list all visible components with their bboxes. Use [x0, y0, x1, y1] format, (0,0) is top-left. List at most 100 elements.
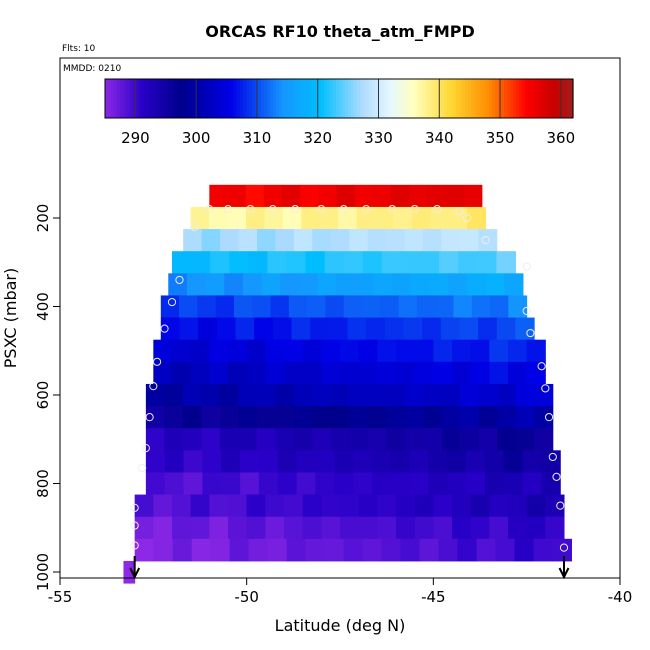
heatmap-cell: [429, 273, 449, 296]
heatmap-cell: [190, 339, 210, 363]
heatmap-cell: [349, 428, 369, 451]
heatmap-cell: [264, 206, 284, 230]
colorbar-segment: [249, 79, 253, 118]
colorbar-segment: [186, 79, 190, 118]
heatmap-cell: [386, 383, 406, 407]
colorbar-segment: [177, 79, 181, 118]
chart-title: ORCAS RF10 theta_atm_FMPD: [205, 22, 475, 41]
heatmap-cell: [302, 361, 322, 385]
heatmap-cell: [248, 538, 269, 562]
heatmap-cell: [134, 516, 154, 540]
colorbar-segment: [510, 79, 514, 118]
heatmap-cell: [201, 406, 221, 429]
heatmap-cell: [190, 516, 210, 540]
colorbar-segment: [246, 79, 250, 118]
flight-track-point: [130, 503, 139, 512]
heatmap-cell: [172, 538, 193, 562]
heatmap-cell: [153, 339, 173, 363]
colorbar-tick-label: 310: [243, 129, 272, 147]
heatmap-cell: [245, 184, 265, 208]
colorbar-segment: [285, 79, 289, 118]
heatmap-cell: [293, 428, 313, 451]
heatmap-cell: [362, 295, 381, 319]
heatmap-cell: [404, 229, 424, 252]
heatmap-cell: [284, 339, 304, 363]
flights-annotation: Flts: 10: [62, 44, 96, 54]
flight-track-point: [481, 236, 490, 245]
colorbar-tick-label: 320: [303, 129, 332, 147]
heatmap-cell: [286, 251, 307, 274]
colorbar-segment: [468, 79, 472, 118]
heatmap-cell: [328, 317, 348, 341]
heatmap-cell: [386, 229, 406, 252]
heatmap-cell: [526, 516, 546, 540]
heatmap-cell: [508, 516, 528, 540]
heatmap-cell: [343, 538, 364, 562]
heatmap-cell: [172, 516, 192, 540]
heatmap-cell: [202, 472, 222, 496]
heatmap-cell: [400, 538, 421, 562]
colorbar-segment: [171, 79, 175, 118]
heatmap-cell: [460, 383, 480, 407]
y-tick-label: 200: [34, 204, 52, 233]
colorbar-segment: [279, 79, 283, 118]
heatmap-cell: [307, 295, 326, 319]
x-tick-label: -55: [48, 588, 73, 606]
heatmap-cell: [356, 206, 376, 230]
flight-track-point: [317, 205, 326, 214]
heatmap-cell: [452, 494, 472, 518]
heatmap-cell: [172, 339, 192, 363]
colorbar-segment: [447, 79, 451, 118]
heatmap-cell: [381, 538, 402, 562]
colorbar-segment: [207, 79, 211, 118]
colorbar-segment: [453, 79, 457, 118]
heatmap-cell: [433, 494, 453, 518]
colorbar-frame: [104, 78, 574, 119]
heatmap-cell: [330, 428, 350, 451]
heatmap-cell: [210, 538, 231, 562]
colorbar-segment: [111, 79, 115, 118]
heatmap-cell: [404, 383, 424, 407]
heatmap-cell: [466, 472, 486, 496]
heatmap-cell: [534, 428, 554, 451]
colorbar-tick-label: 330: [364, 129, 393, 147]
heatmap-cell: [305, 251, 326, 274]
heatmap-cell: [300, 184, 319, 208]
heatmap-cell: [409, 450, 429, 473]
heatmap-cell: [438, 538, 459, 562]
colorbar-segment: [339, 79, 343, 118]
heatmap-cell: [312, 406, 332, 429]
heatmap-cell: [340, 339, 360, 363]
heatmap-cell: [433, 339, 453, 363]
heatmap-cell: [508, 361, 528, 385]
flight-track-point: [223, 205, 233, 214]
colorbar-segment: [399, 79, 403, 118]
heatmap-cell: [284, 494, 304, 518]
colorbar-segment: [135, 79, 139, 118]
heatmap-cell: [484, 450, 505, 473]
heatmap-cell: [301, 206, 321, 230]
heatmap-cell: [340, 361, 360, 385]
heatmap-cell: [319, 206, 339, 230]
heatmap-cell: [190, 494, 210, 518]
heatmap-cell: [358, 494, 378, 518]
colorbar-segment: [132, 79, 136, 118]
colorbar-segment: [324, 79, 328, 118]
heatmap-cell: [422, 317, 442, 341]
heatmap-cell: [358, 339, 378, 363]
heatmap-cell: [205, 273, 225, 296]
flight-track-point: [362, 205, 371, 214]
heatmap-cell: [396, 361, 416, 385]
colorbar-segment: [144, 79, 148, 118]
colorbar-segment: [504, 79, 508, 118]
colorbar-segment: [423, 79, 427, 118]
heatmap-cell: [246, 516, 266, 540]
heatmap-cell: [315, 472, 335, 496]
colorbar-segment: [426, 79, 430, 118]
heatmap-cell: [191, 538, 212, 562]
heatmap-cell: [123, 560, 136, 584]
colorbar-segment: [387, 79, 391, 118]
flight-track-point: [291, 205, 300, 214]
y-tick-label: 800: [34, 469, 52, 498]
